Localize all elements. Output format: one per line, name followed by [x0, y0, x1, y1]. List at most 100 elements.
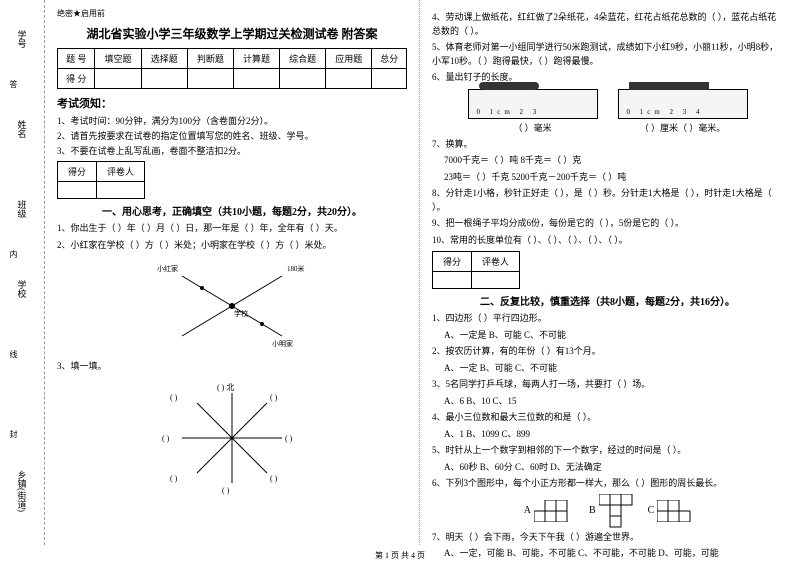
question-3: 3、填一填。: [57, 360, 407, 374]
choice-5: 5、时针从上一个数字到相邻的下一个数字，经过的时间是（ ）。: [432, 444, 783, 458]
ruler-1: 0 1cm 2 3 （ ）毫米: [468, 89, 598, 134]
td[interactable]: [280, 69, 326, 89]
svg-text:( ): ( ): [162, 434, 170, 443]
td[interactable]: [141, 69, 187, 89]
question-4: 4、劳动课上做纸花，红红做了2朵纸花，4朵蓝花，红花占纸花总数的（ ），蓝花占纸…: [432, 11, 783, 38]
question-7b: 23吨＝（ ）千克 5200千克－200千克＝（ ）吨: [432, 171, 783, 185]
ruler-row: 0 1cm 2 3 （ ）毫米 0 1cm 2 3 4 （ ）厘米（ ）毫米。: [432, 89, 783, 134]
th: 总分: [372, 49, 407, 69]
shape-b: B: [589, 494, 633, 528]
binding-label: 学校: [16, 280, 29, 298]
gc[interactable]: [58, 182, 97, 199]
choice-3-opts: A、6 B、10 C、15: [432, 395, 783, 409]
gh: 评卷人: [472, 252, 520, 272]
gc[interactable]: [97, 182, 145, 199]
td[interactable]: [233, 69, 279, 89]
notice-item: 1、考试时间：90分钟，满分为100分（含卷面分2分）。: [57, 114, 407, 127]
notice-item: 3、不要在试卷上乱写乱画，卷面不整洁扣2分。: [57, 144, 407, 157]
cross-diagram-icon: 180米 小红家 学校 小明家: [152, 256, 312, 356]
exam-title: 湖北省实验小学三年级数学上学期过关检测试卷 附答案: [57, 25, 407, 42]
notice-title: 考试须知：: [57, 95, 407, 111]
svg-text:学校: 学校: [234, 309, 248, 318]
polyomino-icon: [534, 500, 574, 522]
binding-note: 答: [8, 80, 19, 88]
td[interactable]: [95, 69, 141, 89]
left-column: 绝密★启用前 湖北省实验小学三年级数学上学期过关检测试卷 附答案 题 号 填空题…: [45, 0, 420, 545]
binding-note: 封: [8, 430, 19, 438]
binding-note: 线: [8, 350, 19, 358]
svg-text:( ): ( ): [285, 434, 293, 443]
svg-text:小红家: 小红家: [157, 264, 178, 273]
question-1: 1、你出生于（ ）年（ ）月（ ）日，那一年是（ ）年，全年有（ ）天。: [57, 222, 407, 236]
choice-6: 6、下列3个图形中，每个小正方形都一样大，那么（ ）图形的周长最长。: [432, 477, 783, 491]
question-9: 9、把一根绳子平均分成6份，每份是它的（ ），5份是它的（ ）。: [432, 217, 783, 231]
ruler-2-label: （ ）厘米（ ）毫米。: [618, 121, 748, 134]
td: 得 分: [58, 69, 95, 89]
svg-text:( ): ( ): [170, 393, 178, 402]
ruler-2: 0 1cm 2 3 4 （ ）厘米（ ）毫米。: [618, 89, 748, 134]
secret-label: 绝密★启用前: [57, 8, 407, 19]
polyomino-icon: [657, 500, 691, 522]
td[interactable]: [187, 69, 233, 89]
binding-label: 班级: [16, 200, 29, 218]
td[interactable]: [326, 69, 372, 89]
svg-text:小明家: 小明家: [272, 339, 293, 348]
notice-item: 2、请首先按要求在试卷的指定位置填写您的姓名、班级、学号。: [57, 129, 407, 142]
question-10: 10、常用的长度单位有（ ）、（ ）、（ ）、（ ）、（ ）。: [432, 234, 783, 248]
question-8: 8、分针走1小格，秒针正好走（ ），是（ ）秒。分针走1大格是（ ），时针走1大…: [432, 187, 783, 214]
choice-7: 7、明天（ ）会下雨，今天下午我（ ）游遍全世界。: [432, 531, 783, 545]
right-column: 4、劳动课上做纸花，红红做了2朵纸花，4朵蓝花，红花占纸花总数的（ ），蓝花占纸…: [420, 0, 795, 545]
choice-4: 4、最小三位数和最大三位数的和是（ ）。: [432, 411, 783, 425]
ruler-marks: 0 1cm 2 3 4: [627, 108, 704, 116]
svg-text:( ): ( ): [270, 393, 278, 402]
th: 综合题: [280, 49, 326, 69]
shape-a: A: [524, 494, 574, 528]
section-2-title: 二、反复比较，慎重选择（共8小题，每题2分，共16分）。: [432, 293, 783, 308]
td[interactable]: [372, 69, 407, 89]
grade-table-2: 得分评卷人: [432, 251, 520, 289]
gh: 得分: [433, 252, 472, 272]
compass-icon: ( ) 北 ( ) ( ) ( ) ( ) ( ) ( ) ( ): [162, 378, 302, 498]
school-diagram: 180米 小红家 学校 小明家: [57, 256, 407, 356]
svg-text:( ) 北: ( ) 北: [217, 383, 234, 392]
question-5: 5、体育老师对第一小组同学进行50米跑测试，成绩如下小红9秒，小丽11秒，小明8…: [432, 41, 783, 68]
shape-label: A: [524, 505, 531, 516]
choice-2: 2、按农历计算，有的年份（ ）有13个月。: [432, 345, 783, 359]
th: 应用题: [326, 49, 372, 69]
page-footer: 第 1 页 共 4 页: [0, 550, 800, 561]
nail-icon: [479, 82, 539, 90]
svg-text:180米: 180米: [287, 264, 305, 273]
choice-4-opts: A、1 B、1099 C、899: [432, 428, 783, 442]
binding-label: 乡镇(街道): [16, 470, 29, 512]
choice-2-opts: A、一定 B、可能 C、不可能: [432, 362, 783, 376]
nail-icon: [629, 82, 709, 90]
binding-label: 学号: [16, 30, 29, 48]
compass-diagram: ( ) 北 ( ) ( ) ( ) ( ) ( ) ( ) ( ): [57, 378, 407, 498]
gc[interactable]: [433, 272, 472, 289]
th: 计算题: [233, 49, 279, 69]
ruler-marks: 0 1cm 2 3: [477, 108, 541, 116]
binding-margin: 学号 答 姓名 班级 内 学校 线 封 乡镇(街道): [0, 0, 45, 545]
choice-3: 3、5名同学打乒乓球，每两人打一场，共要打（ ）场。: [432, 378, 783, 392]
binding-note: 内: [8, 250, 19, 258]
choice-1: 1、四边形（ ）平行四边形。: [432, 312, 783, 326]
polyomino-icon: [599, 494, 633, 528]
gh: 得分: [58, 162, 97, 182]
question-7a: 7000千克＝（ ）吨 8千克＝（ ）克: [432, 154, 783, 168]
gh: 评卷人: [97, 162, 145, 182]
th: 判断题: [187, 49, 233, 69]
shape-label: B: [589, 505, 596, 516]
question-2: 2、小红家在学校（ ）方（ ）米处；小明家在学校（ ）方（ ）米处。: [57, 239, 407, 253]
th: 题 号: [58, 49, 95, 69]
svg-text:( ): ( ): [270, 474, 278, 483]
ruler-1-label: （ ）毫米: [468, 121, 598, 134]
section-1-title: 一、用心思考，正确填空（共10小题，每题2分，共20分）。: [57, 203, 407, 218]
gc[interactable]: [472, 272, 520, 289]
th: 填空题: [95, 49, 141, 69]
binding-label: 姓名: [16, 120, 29, 138]
question-7: 7、换算。: [432, 138, 783, 152]
th: 选择题: [141, 49, 187, 69]
shape-label: C: [648, 505, 655, 516]
shape-c: C: [648, 494, 692, 528]
choice-1-opts: A、一定是 B、可能 C、不可能: [432, 329, 783, 343]
